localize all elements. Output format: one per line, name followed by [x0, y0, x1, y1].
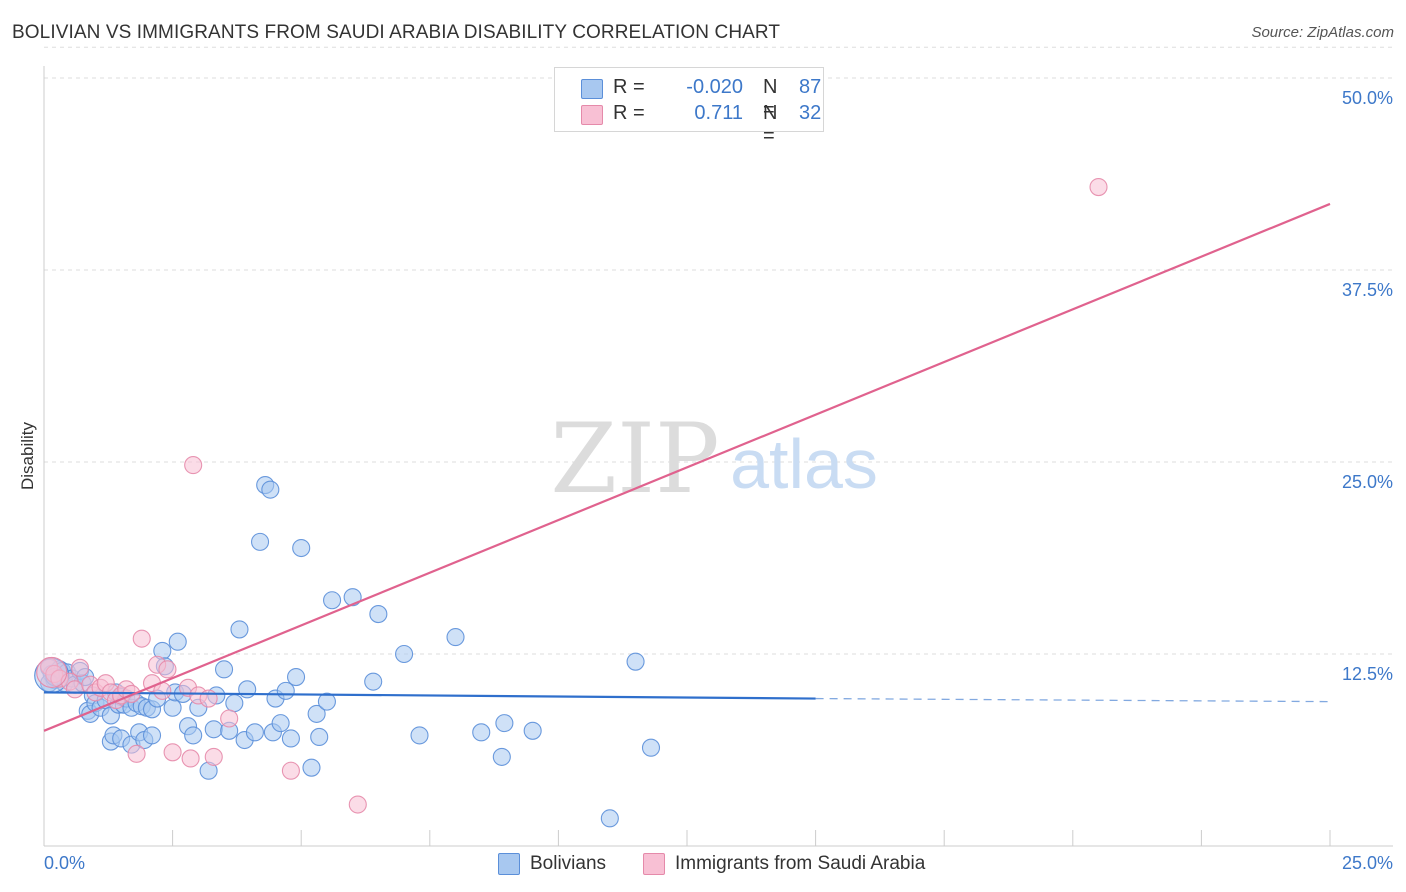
r-label: R = [613, 76, 645, 98]
bolivians-point [287, 667, 306, 687]
x-tick-label-min: 0.0% [44, 853, 85, 873]
series-bolivians [34, 475, 661, 828]
y-axis-label: Disability [18, 421, 37, 491]
trend-lines [43, 202, 1331, 732]
n-value: 32 [799, 102, 822, 124]
bolivians-point [142, 726, 162, 745]
bolivians-point [307, 704, 326, 723]
bolivians-point [292, 538, 311, 558]
bolivians-point [343, 588, 362, 607]
bolivians-legend-swatch-icon [498, 853, 520, 875]
x-axis-ticks [172, 830, 1331, 846]
chart-legend: Bolivians Immigrants from Saudi Arabia [0, 852, 1406, 876]
chart-title: BOLIVIAN VS IMMIGRANTS FROM SAUDI ARABIA… [12, 22, 781, 43]
saudi-arabia-point [132, 629, 151, 648]
saudi-arabia-point [1089, 178, 1108, 197]
n-value: 87 [799, 76, 822, 98]
x-tick-label-max: 25.0% [1342, 853, 1393, 873]
bolivians-point [472, 723, 491, 742]
bolivians-trend-line [43, 691, 816, 700]
r-label: R = [613, 102, 645, 124]
bolivians-point [250, 532, 270, 551]
bolivians-point [204, 720, 223, 739]
bolivians-point [410, 726, 429, 745]
bolivians-point [641, 738, 661, 757]
legend-label: Bolivians [530, 853, 607, 874]
bolivians-trend-extension [815, 697, 1331, 703]
bolivians-point [495, 714, 514, 733]
saudi-arabia-point [220, 709, 239, 728]
bolivians-point [364, 672, 383, 691]
grid-lines [44, 46, 1393, 655]
bolivians-point [626, 652, 645, 671]
y-tick-label: 25.0% [1342, 472, 1393, 492]
watermark: ZIP atlas [550, 403, 878, 515]
bolivians-point [369, 605, 388, 624]
saudi-arabia-point [163, 743, 182, 762]
bolivians-point [323, 591, 342, 610]
bolivians-point [310, 727, 329, 746]
bolivians-point [225, 694, 244, 713]
axes [43, 66, 1393, 847]
saudi-arabia-point [158, 660, 177, 679]
y-tick-label: 37.5% [1342, 280, 1393, 300]
x-axis-tick-labels: 0.0% 25.0% [44, 853, 1393, 873]
watermark-zip: ZIP [550, 403, 719, 515]
source-label: Source: ZipAtlas.com [1251, 24, 1394, 41]
bolivians-point [214, 660, 234, 679]
legend-label: Immigrants from Saudi Arabia [675, 853, 926, 874]
bolivians-point [523, 721, 542, 740]
r-value: -0.020 [686, 76, 743, 98]
saudi-arabia-point [184, 456, 203, 475]
saudi-arabia-point [204, 747, 223, 766]
bolivians-point [446, 628, 465, 647]
saudi-arabia-point [70, 658, 90, 677]
series-saudi-arabia-immigrants [36, 178, 1108, 814]
y-axis-tick-labels: 12.5% 25.0% 37.5% 50.0% [1342, 88, 1393, 684]
r-value: 0.711 [694, 102, 743, 124]
n-label: N = [763, 102, 778, 147]
bolivians-swatch-icon [581, 79, 603, 99]
saudi-arabia-point [281, 761, 300, 780]
watermark-atlas: atlas [730, 425, 878, 503]
saudi-arabia-point [65, 680, 84, 699]
bolivians-point [281, 729, 300, 748]
bolivians-point [184, 726, 203, 745]
y-tick-label: 12.5% [1342, 664, 1393, 684]
bolivians-point [317, 692, 336, 711]
correlation-stats-box: R = -0.020 N = 87 R = 0.711 N = 32 [554, 67, 824, 147]
bolivians-point [230, 620, 249, 639]
saudi-arabia-point [127, 744, 146, 763]
bolivians-point [302, 758, 321, 777]
n-label: N = [763, 76, 778, 121]
bolivians-point [600, 809, 619, 828]
y-tick-label: 50.0% [1342, 88, 1393, 108]
bolivians-point [271, 714, 290, 733]
bolivians-point [492, 747, 511, 766]
bolivians-point [245, 723, 264, 742]
saudi-arabia-swatch-icon [581, 105, 603, 125]
bolivians-point [395, 644, 414, 664]
saudi-arabia-legend-swatch-icon [643, 853, 665, 875]
bolivians-point [238, 680, 257, 699]
saudi-arabia-point [181, 749, 200, 768]
saudi-arabia-point [348, 795, 367, 814]
saudi-arabia-cluster-point [36, 656, 68, 688]
bolivians-point [261, 480, 280, 499]
saudi-arabia-trend-line [43, 202, 1331, 732]
bolivians-point [168, 632, 187, 651]
